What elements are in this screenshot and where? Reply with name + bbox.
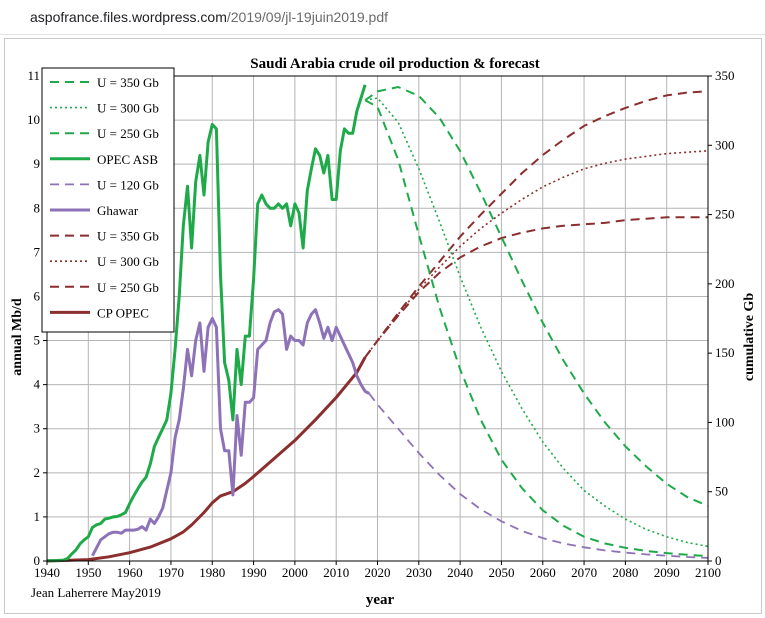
x-axis-label: year [366, 592, 395, 608]
y2-axis-label: cumulative Gb [742, 293, 757, 381]
y2-tick-label: 350 [715, 68, 735, 83]
credit-text: Jean Laherrere May2019 [31, 585, 161, 600]
x-tick-label: 2020 [365, 565, 391, 580]
x-tick-label: 2030 [406, 565, 432, 580]
y2-tick-label: 150 [715, 345, 735, 360]
url-path: /2019/09/jl-19juin2019.pdf [226, 9, 389, 25]
series-line-5 [91, 308, 370, 557]
x-tick-label: 1980 [199, 565, 225, 580]
chart: 1940 1950 1960 1970 1980 1990 2000 2010 2020 2030… [10, 56, 757, 608]
y-tick-label: 6 [34, 288, 41, 303]
series-line-0 [364, 86, 709, 507]
x-tick-label: 2070 [571, 565, 597, 580]
series-lines [46, 84, 709, 563]
x-tick-label: 2050 [488, 565, 514, 580]
x-tick-label: 2040 [447, 565, 473, 580]
y-tick-label: 2 [34, 465, 41, 480]
legend-entry-label: U = 250 Gb [97, 280, 159, 295]
legend-entry-label: U = 350 Gb [97, 75, 159, 90]
x-tick-label: 2090 [654, 565, 680, 580]
series-line-2 [364, 99, 709, 558]
legend: U = 350 Gb U = 300 Gb U = 250 Gb OPEC ASB U … [41, 67, 175, 333]
y-tick-label: 8 [34, 200, 41, 215]
y-tick-label: 7 [34, 244, 41, 259]
x-tick-label: 2010 [323, 565, 349, 580]
y-tick-label: 4 [34, 377, 41, 392]
legend-entry-label: U = 120 Gb [97, 177, 159, 192]
legend-entry-label: OPEC ASB [97, 152, 158, 167]
y-tick-label: 3 [34, 421, 41, 436]
y-tick-label: 11 [27, 68, 40, 83]
series-line-1 [364, 97, 709, 548]
url-text[interactable]: aspofrance.files.wordpress.com/2019/09/j… [30, 9, 388, 25]
x-tick-label: 1940 [34, 565, 60, 580]
series-line-6 [364, 90, 709, 358]
legend-entry-label: CP OPEC [97, 305, 149, 320]
browser-address-bar[interactable]: aspofrance.files.wordpress.com/2019/09/j… [0, 0, 765, 35]
series-line-9 [46, 356, 367, 563]
legend-entry-label: U = 250 Gb [97, 126, 159, 141]
x-tick-label: 1950 [75, 565, 101, 580]
y2-tick-label: 0 [715, 553, 722, 568]
y-axis-label: annual Mb/d [10, 298, 25, 376]
y2-tick-label: 300 [715, 137, 735, 152]
x-tick-label: 2100 [695, 565, 721, 580]
pdf-page: 1940 1950 1960 1970 1980 1990 2000 2010 2020 2030… [4, 38, 762, 614]
x-tick-label: 2000 [282, 565, 308, 580]
series-line-7 [364, 150, 709, 358]
legend-entry-label: Ghawar [97, 203, 139, 218]
legend-entry-label: U = 300 Gb [97, 254, 159, 269]
legend-entry-label: U = 350 Gb [97, 229, 159, 244]
y2-tick-label: 250 [715, 207, 735, 222]
y2-tick-label: 50 [715, 484, 728, 499]
x-tick-label: 1990 [241, 565, 267, 580]
chart-title: Saudi Arabia crude oil production & fore… [250, 56, 539, 72]
series-line-4 [368, 392, 709, 559]
legend-box [41, 67, 175, 333]
y-tick-label: 9 [34, 156, 41, 171]
y-tick-label: 1 [34, 509, 41, 524]
x-tick-label: 2080 [612, 565, 638, 580]
url-host: aspofrance.files.wordpress.com [30, 9, 227, 25]
series-line-3 [47, 84, 367, 563]
y-tick-label: 10 [27, 112, 40, 127]
series-line-8 [364, 216, 708, 358]
y2-tick-label: 100 [715, 414, 735, 429]
y2-tick-label: 200 [715, 276, 735, 291]
x-tick-label: 2060 [530, 565, 556, 580]
y-tick-label: 5 [34, 333, 41, 348]
x-tick-label: 1970 [158, 565, 184, 580]
legend-entry-label: U = 300 Gb [97, 101, 159, 116]
x-tick-label: 1960 [117, 565, 143, 580]
y-tick-label: 0 [34, 553, 41, 568]
